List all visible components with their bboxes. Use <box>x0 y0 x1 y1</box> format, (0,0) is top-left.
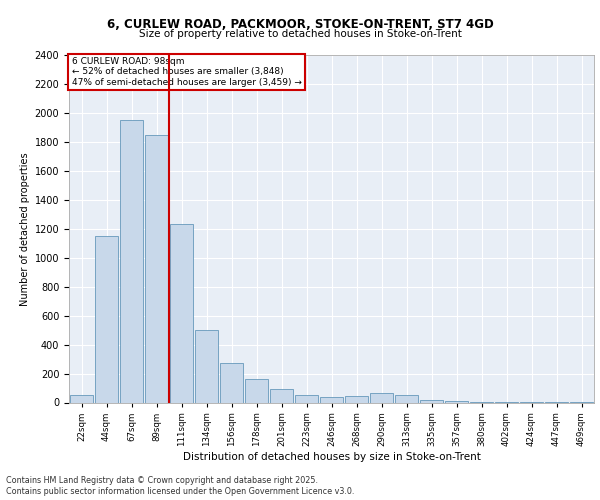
Bar <box>270 388 293 402</box>
X-axis label: Distribution of detached houses by size in Stoke-on-Trent: Distribution of detached houses by size … <box>182 452 481 462</box>
Bar <box>295 396 318 402</box>
Bar <box>220 364 243 403</box>
Bar <box>195 330 218 402</box>
Bar <box>395 396 418 402</box>
Bar <box>95 236 118 402</box>
Text: Contains public sector information licensed under the Open Government Licence v3: Contains public sector information licen… <box>6 488 355 496</box>
Text: 6, CURLEW ROAD, PACKMOOR, STOKE-ON-TRENT, ST7 4GD: 6, CURLEW ROAD, PACKMOOR, STOKE-ON-TRENT… <box>107 18 493 30</box>
Bar <box>120 120 143 403</box>
Y-axis label: Number of detached properties: Number of detached properties <box>20 152 31 306</box>
Bar <box>320 396 343 402</box>
Text: 6 CURLEW ROAD: 98sqm
← 52% of detached houses are smaller (3,848)
47% of semi-de: 6 CURLEW ROAD: 98sqm ← 52% of detached h… <box>71 56 302 86</box>
Text: Size of property relative to detached houses in Stoke-on-Trent: Size of property relative to detached ho… <box>139 29 461 39</box>
Bar <box>345 396 368 402</box>
Bar <box>170 224 193 402</box>
Text: Contains HM Land Registry data © Crown copyright and database right 2025.: Contains HM Land Registry data © Crown c… <box>6 476 318 485</box>
Bar <box>370 393 393 402</box>
Bar <box>70 396 93 402</box>
Bar <box>245 378 268 402</box>
Bar <box>445 401 468 402</box>
Bar <box>145 134 168 402</box>
Bar <box>420 400 443 402</box>
